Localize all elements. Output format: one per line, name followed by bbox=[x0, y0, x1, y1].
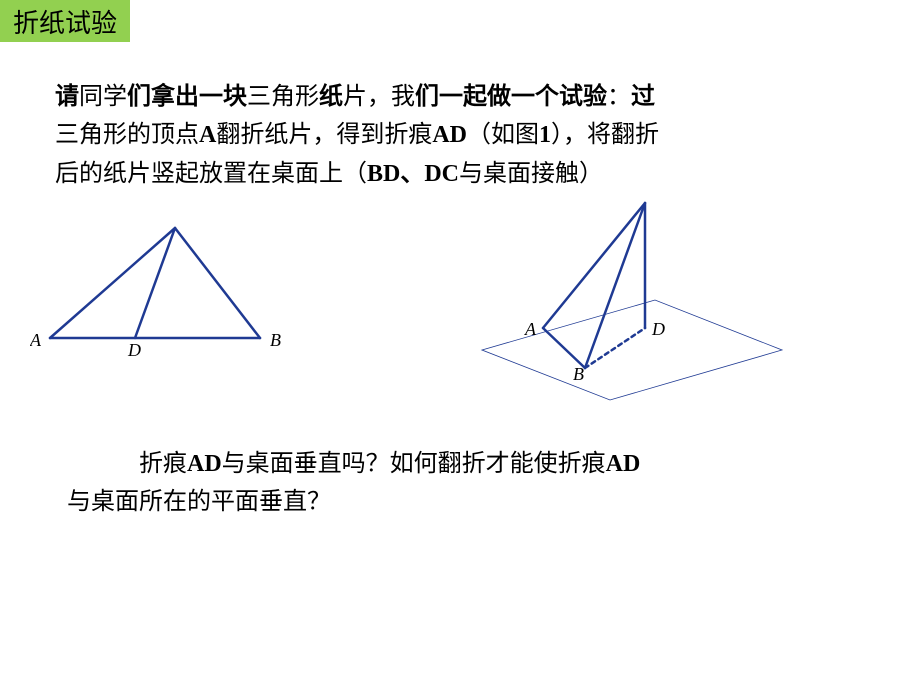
svg-text:C: C bbox=[648, 195, 661, 199]
svg-text:C: C bbox=[170, 218, 183, 222]
figure-left-triangle: A B C D bbox=[30, 218, 290, 368]
svg-text:A: A bbox=[30, 330, 42, 350]
section-badge: 折纸试验 bbox=[0, 0, 130, 42]
svg-text:D: D bbox=[651, 319, 665, 339]
svg-text:B: B bbox=[573, 364, 584, 384]
figure-right-3d: A B C D bbox=[470, 195, 790, 405]
intro-line3: 后的纸片竖起放置在桌面上（BD、DC与桌面接触） bbox=[55, 155, 875, 193]
question-paragraph: 折痕AD与桌面垂直吗？如何翻折才能使折痕AD 与桌面所在的平面垂直？ bbox=[67, 445, 807, 522]
svg-text:A: A bbox=[524, 319, 537, 339]
svg-text:B: B bbox=[270, 330, 281, 350]
q-line1: 折痕AD与桌面垂直吗？如何翻折才能使折痕AD bbox=[67, 445, 807, 483]
intro-line1: 请同学们拿出一块三角形纸片，我们一起做一个试验：过 bbox=[55, 78, 875, 116]
badge-text: 折纸试验 bbox=[13, 3, 117, 40]
intro-line2: 三角形的顶点A翻折纸片，得到折痕AD（如图1），将翻折 bbox=[55, 116, 875, 154]
q-line2: 与桌面所在的平面垂直？ bbox=[67, 483, 807, 521]
svg-text:D: D bbox=[127, 340, 141, 360]
intro-paragraph: 请同学们拿出一块三角形纸片，我们一起做一个试验：过 三角形的顶点A翻折纸片，得到… bbox=[55, 78, 875, 193]
